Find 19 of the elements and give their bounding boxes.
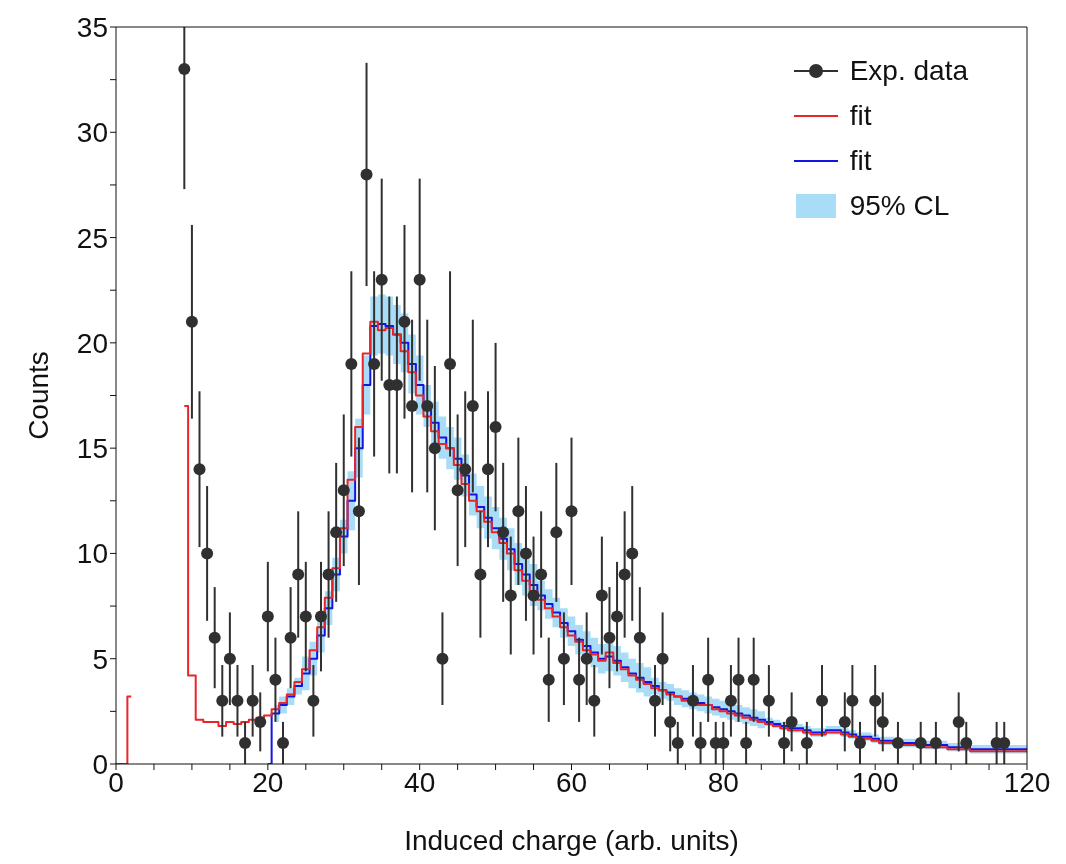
x-tick-label: 80: [707, 766, 739, 798]
legend-label: Exp. data: [849, 54, 968, 87]
annotation: 95% CL: [849, 189, 950, 222]
x-tick-label: 60: [555, 766, 588, 798]
y-tick-label: 35: [76, 11, 108, 43]
y-axis-title: Counts: [22, 351, 54, 440]
x-tick-label: 120: [1003, 766, 1051, 798]
y-tick-label: 25: [76, 222, 108, 254]
legend-label: fit: [849, 144, 872, 177]
x-tick-label: 100: [851, 766, 899, 798]
y-tick-label: 15: [76, 433, 108, 465]
x-tick-label: 20: [252, 766, 284, 798]
legend-label: fit: [849, 99, 872, 132]
x-axis-title: Induced charge (arb. units): [404, 825, 739, 856]
y-tick-label: 10: [76, 538, 108, 570]
y-tick-label: 20: [76, 327, 108, 359]
y-tick-label: 5: [92, 643, 108, 675]
x-tick-label: 40: [404, 766, 436, 798]
y-tick-label: 30: [76, 117, 108, 149]
